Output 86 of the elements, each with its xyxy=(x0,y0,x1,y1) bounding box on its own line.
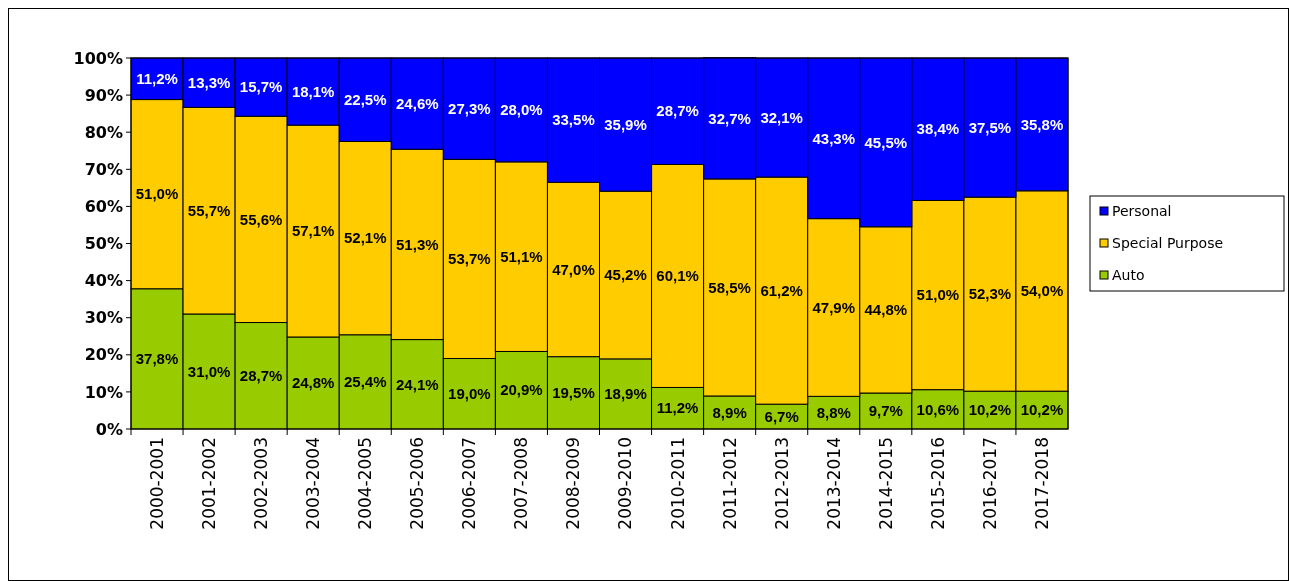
data-label: 45,2% xyxy=(604,266,647,284)
x-tick-label: 2015-2016 xyxy=(927,437,948,530)
data-label: 31,0% xyxy=(187,362,231,380)
y-tick-label: 0% xyxy=(95,419,123,439)
x-tick-label: 2004-2005 xyxy=(355,437,376,530)
x-tick-label: 2017-2018 xyxy=(1031,437,1052,530)
data-label: 24,1% xyxy=(396,375,439,393)
x-tick-label: 2000-2001 xyxy=(146,437,167,530)
data-label: 45,5% xyxy=(864,133,908,151)
data-label: 19,5% xyxy=(552,384,595,402)
x-tick-label: 2002-2003 xyxy=(251,437,272,530)
data-label: 13,3% xyxy=(187,73,231,91)
data-label: 32,7% xyxy=(708,109,751,127)
data-label: 24,8% xyxy=(291,374,335,392)
data-label: 18,9% xyxy=(604,385,647,403)
data-label: 51,0% xyxy=(916,286,960,304)
data-label: 10,2% xyxy=(968,401,1012,419)
data-label: 60,1% xyxy=(656,267,699,285)
data-label: 47,0% xyxy=(552,260,595,278)
x-tick-label: 2010-2011 xyxy=(667,437,688,530)
data-label: 61,2% xyxy=(760,281,803,299)
x-tick-label: 2008-2009 xyxy=(563,437,584,530)
x-tick-label: 2005-2006 xyxy=(407,437,428,530)
data-label: 51,0% xyxy=(135,185,179,203)
data-label: 52,3% xyxy=(968,285,1012,303)
data-label: 19,0% xyxy=(448,385,491,403)
legend-label: Auto xyxy=(1112,266,1145,283)
x-tick-label: 2011-2012 xyxy=(719,437,740,530)
data-label: 38,4% xyxy=(916,120,960,138)
data-label: 11,2% xyxy=(136,70,178,88)
data-label: 15,7% xyxy=(239,78,283,96)
data-label: 10,2% xyxy=(1020,401,1064,419)
y-tick-label: 40% xyxy=(84,271,123,291)
y-tick-label: 90% xyxy=(84,85,123,105)
data-label: 24,6% xyxy=(396,94,439,112)
data-label: 35,8% xyxy=(1020,115,1064,133)
y-tick-label: 60% xyxy=(84,197,123,216)
legend-label: Personal xyxy=(1112,202,1172,219)
y-tick-label: 70% xyxy=(84,159,123,179)
x-tick-label: 2007-2008 xyxy=(511,437,532,530)
data-label: 51,3% xyxy=(396,235,439,253)
data-label: 57,1% xyxy=(291,222,335,240)
data-label: 58,5% xyxy=(708,278,751,296)
x-tick-label: 2003-2004 xyxy=(303,437,324,530)
x-tick-label: 2016-2017 xyxy=(979,437,1000,530)
data-label: 25,4% xyxy=(343,373,387,391)
x-tick-label: 2009-2010 xyxy=(615,437,636,530)
data-label: 54,0% xyxy=(1020,282,1064,300)
data-label: 28,0% xyxy=(500,101,543,119)
x-tick-label: 2006-2007 xyxy=(459,437,480,530)
x-tick-label: 2001-2002 xyxy=(199,437,220,530)
y-tick-label: 10% xyxy=(84,382,123,402)
data-label: 8,9% xyxy=(712,403,747,421)
y-tick-label: 30% xyxy=(84,308,123,328)
data-label: 10,6% xyxy=(916,400,960,418)
legend-label: Special Purpose xyxy=(1112,234,1224,251)
data-label: 22,5% xyxy=(343,90,387,108)
data-label: 6,7% xyxy=(764,407,799,425)
data-label: 53,7% xyxy=(448,250,491,268)
x-tick-label: 2014-2015 xyxy=(875,437,896,530)
y-tick-label: 100% xyxy=(73,48,123,68)
data-label: 28,7% xyxy=(239,367,283,385)
data-label: 8,8% xyxy=(816,403,851,421)
data-label: 18,1% xyxy=(291,82,335,100)
data-label: 35,9% xyxy=(604,115,647,133)
data-label: 11,2% xyxy=(656,399,699,417)
data-label: 28,7% xyxy=(656,102,699,120)
data-label: 43,3% xyxy=(812,129,856,147)
data-label: 20,9% xyxy=(500,381,543,399)
data-label: 27,3% xyxy=(448,99,491,117)
data-label: 55,6% xyxy=(239,210,283,228)
data-label: 51,1% xyxy=(500,247,543,265)
data-label: 47,9% xyxy=(812,298,856,316)
data-label: 32,1% xyxy=(760,108,803,126)
data-label: 52,1% xyxy=(343,229,387,247)
data-label: 37,5% xyxy=(968,118,1012,136)
data-label: 33,5% xyxy=(552,111,595,129)
x-tick-label: 2013-2014 xyxy=(823,437,844,530)
y-tick-label: 50% xyxy=(84,234,123,254)
x-tick-label: 2012-2013 xyxy=(771,437,792,530)
data-label: 37,8% xyxy=(135,350,179,368)
y-tick-label: 20% xyxy=(84,345,123,365)
data-label: 9,7% xyxy=(868,402,903,420)
data-label: 55,7% xyxy=(187,201,231,219)
data-label: 44,8% xyxy=(864,301,908,319)
y-tick-label: 80% xyxy=(84,122,123,142)
